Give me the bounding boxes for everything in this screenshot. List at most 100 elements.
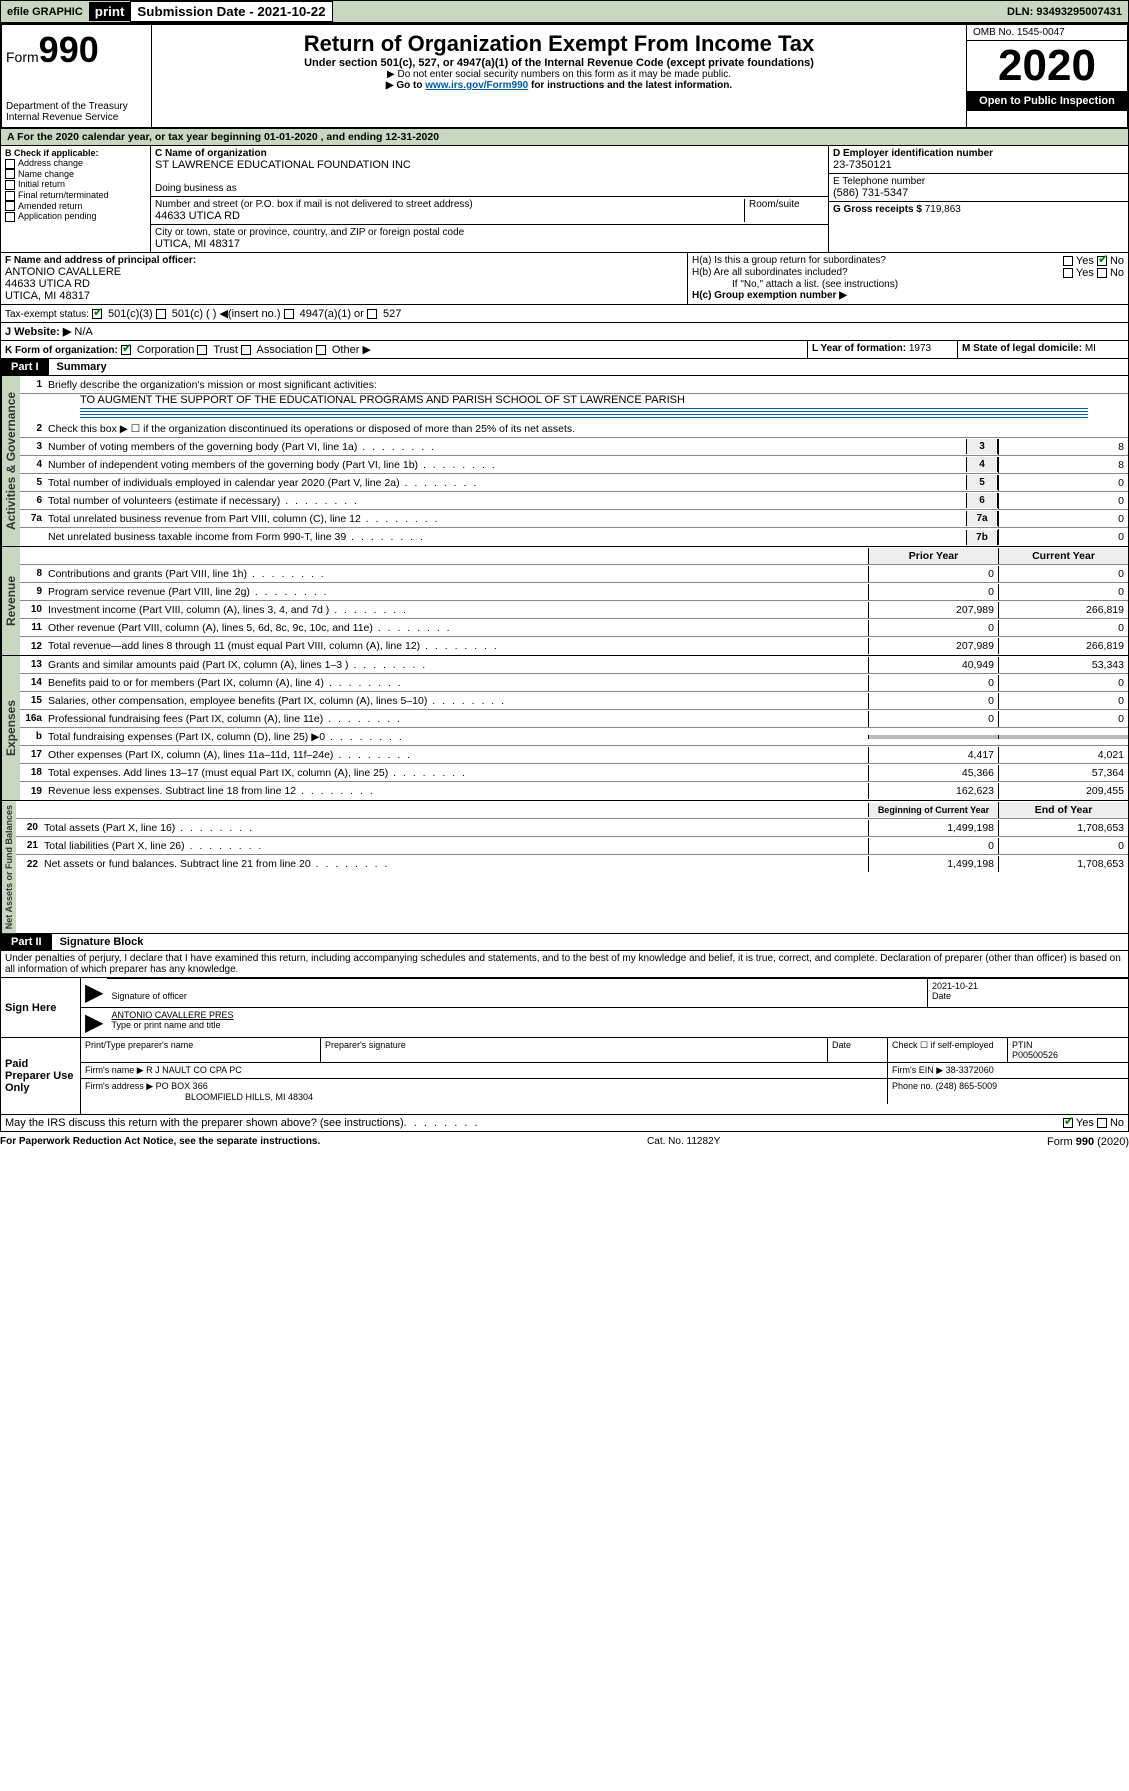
- city: UTICA, MI 48317: [155, 238, 824, 250]
- address-label: Number and street (or P.O. box if mail i…: [155, 199, 744, 210]
- net-assets-section: Net Assets or Fund Balances Beginning of…: [0, 801, 1129, 934]
- summary-line: 20 Total assets (Part X, line 16) 1,499,…: [16, 819, 1128, 837]
- form-org-row: K Form of organization: Corporation Trus…: [0, 341, 1129, 359]
- top-bar: efile GRAPHIC print Submission Date - 20…: [0, 0, 1129, 23]
- submission-date[interactable]: Submission Date - 2021-10-22: [130, 1, 332, 22]
- sign-here-block: Sign Here ▶ Signature of officer 2021-10…: [0, 978, 1129, 1038]
- prior-year-value: [868, 735, 998, 739]
- status-website: Tax-exempt status: 501(c)(3) 501(c) ( ) …: [0, 305, 1129, 341]
- summary-line: 14 Benefits paid to or for members (Part…: [20, 674, 1128, 692]
- print-button[interactable]: print: [89, 2, 131, 21]
- summary-line: 11 Other revenue (Part VIII, column (A),…: [20, 619, 1128, 637]
- summary-line: 16a Professional fundraising fees (Part …: [20, 710, 1128, 728]
- tax-year: 2020: [967, 41, 1127, 91]
- firm-phone: (248) 865-5009: [936, 1081, 998, 1091]
- phone: (586) 731-5347: [833, 187, 1124, 199]
- current-year-value: [998, 735, 1128, 739]
- firm-addr2: BLOOMFIELD HILLS, MI 48304: [85, 1092, 313, 1102]
- instructions-link[interactable]: www.irs.gov/Form990: [425, 80, 528, 91]
- summary-value: 8: [998, 457, 1128, 473]
- firm-name: R J NAULT CO CPA PC: [146, 1065, 242, 1075]
- prior-year-value: 0: [868, 675, 998, 691]
- prior-year-value: 207,989: [868, 602, 998, 618]
- form-title: Return of Organization Exempt From Incom…: [158, 31, 960, 57]
- summary-value: 0: [998, 475, 1128, 491]
- summary-line: 10 Investment income (Part VIII, column …: [20, 601, 1128, 619]
- mission: TO AUGMENT THE SUPPORT OF THE EDUCATIONA…: [20, 394, 1128, 406]
- prior-year-value: 162,623: [868, 783, 998, 799]
- prior-year-value: 0: [868, 620, 998, 636]
- efile-label: efile GRAPHIC: [1, 4, 89, 20]
- officer-label: F Name and address of principal officer:: [5, 255, 683, 266]
- org-name-label: C Name of organization: [155, 148, 824, 159]
- current-year-value: 0: [998, 566, 1128, 582]
- dept-label: Department of the Treasury Internal Reve…: [6, 101, 147, 123]
- form-number: Form990: [6, 29, 147, 71]
- form-note-2: ▶ Go to www.irs.gov/Form990 for instruct…: [158, 80, 960, 91]
- ein: 23-7350121: [833, 159, 1124, 171]
- prior-year-value: 40,949: [868, 657, 998, 673]
- year-formation: 1973: [909, 343, 931, 354]
- summary-line: 12 Total revenue—add lines 8 through 11 …: [20, 637, 1128, 655]
- officer-addr1: 44633 UTICA RD: [5, 278, 683, 290]
- summary-line: 3 Number of voting members of the govern…: [20, 438, 1128, 456]
- current-year-value: 53,343: [998, 657, 1128, 673]
- summary-value: 8: [998, 439, 1128, 455]
- omb-number: OMB No. 1545-0047: [967, 25, 1127, 41]
- ptin: P00500526: [1012, 1050, 1058, 1060]
- current-year-value: 0: [998, 711, 1128, 727]
- summary-line: 19 Revenue less expenses. Subtract line …: [20, 782, 1128, 800]
- revenue-section: Revenue Prior YearCurrent Year 8 Contrib…: [0, 547, 1129, 656]
- current-year-value: 1,708,653: [998, 820, 1128, 836]
- summary-line: 15 Salaries, other compensation, employe…: [20, 692, 1128, 710]
- summary-line: b Total fundraising expenses (Part IX, c…: [20, 728, 1128, 746]
- phone-label: E Telephone number: [833, 176, 1124, 187]
- summary-line: 21 Total liabilities (Part X, line 26) 0…: [16, 837, 1128, 855]
- prior-year-value: 4,417: [868, 747, 998, 763]
- prior-year-value: 0: [868, 838, 998, 854]
- website-label: J Website: ▶: [5, 326, 71, 338]
- city-label: City or town, state or province, country…: [155, 227, 824, 238]
- part-1-header: Part I Summary: [0, 359, 1129, 376]
- current-year-value: 0: [998, 620, 1128, 636]
- open-to-public: Open to Public Inspection: [967, 91, 1127, 111]
- summary-value: 0: [998, 511, 1128, 527]
- summary-line: 4 Number of independent voting members o…: [20, 456, 1128, 474]
- h-a: H(a) Is this a group return for subordin…: [692, 255, 1063, 267]
- officer-addr2: UTICA, MI 48317: [5, 290, 683, 302]
- dba-label: Doing business as: [155, 183, 824, 194]
- 501c3-check: [92, 309, 102, 319]
- summary-value: 0: [998, 529, 1128, 545]
- summary-line: 8 Contributions and grants (Part VIII, l…: [20, 565, 1128, 583]
- form-note-1: ▶ Do not enter social security numbers o…: [158, 69, 960, 80]
- officer-signed: ANTONIO CAVALLERE PRES: [111, 1010, 233, 1020]
- prior-year-value: 0: [868, 693, 998, 709]
- summary-line: Net unrelated business taxable income fr…: [20, 528, 1128, 546]
- sig-date: 2021-10-21: [932, 981, 978, 991]
- summary-line: 13 Grants and similar amounts paid (Part…: [20, 656, 1128, 674]
- paid-preparer-block: Paid Preparer Use Only Print/Type prepar…: [0, 1038, 1129, 1115]
- activities-governance: Activities & Governance 1Briefly describ…: [0, 376, 1129, 547]
- dln: DLN: 93493295007431: [1001, 4, 1128, 20]
- current-year-value: 266,819: [998, 602, 1128, 618]
- current-year-value: 4,021: [998, 747, 1128, 763]
- tax-status-label: Tax-exempt status:: [5, 309, 89, 320]
- tax-period: A For the 2020 calendar year, or tax yea…: [0, 129, 1129, 146]
- current-year-value: 0: [998, 584, 1128, 600]
- summary-line: 18 Total expenses. Add lines 13–17 (must…: [20, 764, 1128, 782]
- officer-group-row: F Name and address of principal officer:…: [0, 253, 1129, 305]
- footer: For Paperwork Reduction Act Notice, see …: [0, 1132, 1129, 1152]
- summary-value: 0: [998, 493, 1128, 509]
- state-domicile: MI: [1085, 343, 1096, 354]
- summary-line: 6 Total number of volunteers (estimate i…: [20, 492, 1128, 510]
- prior-year-value: 1,499,198: [868, 820, 998, 836]
- officer-name: ANTONIO CAVALLERE: [5, 266, 683, 278]
- summary-line: 9 Program service revenue (Part VIII, li…: [20, 583, 1128, 601]
- expenses-section: Expenses 13 Grants and similar amounts p…: [0, 656, 1129, 801]
- h-b: H(b) Are all subordinates included?: [692, 267, 1063, 279]
- discuss-row: May the IRS discuss this return with the…: [0, 1115, 1129, 1132]
- h-c: H(c) Group exemption number ▶: [692, 290, 1124, 301]
- firm-addr1: PO BOX 366: [156, 1081, 208, 1091]
- summary-line: 7a Total unrelated business revenue from…: [20, 510, 1128, 528]
- prior-year-value: 0: [868, 584, 998, 600]
